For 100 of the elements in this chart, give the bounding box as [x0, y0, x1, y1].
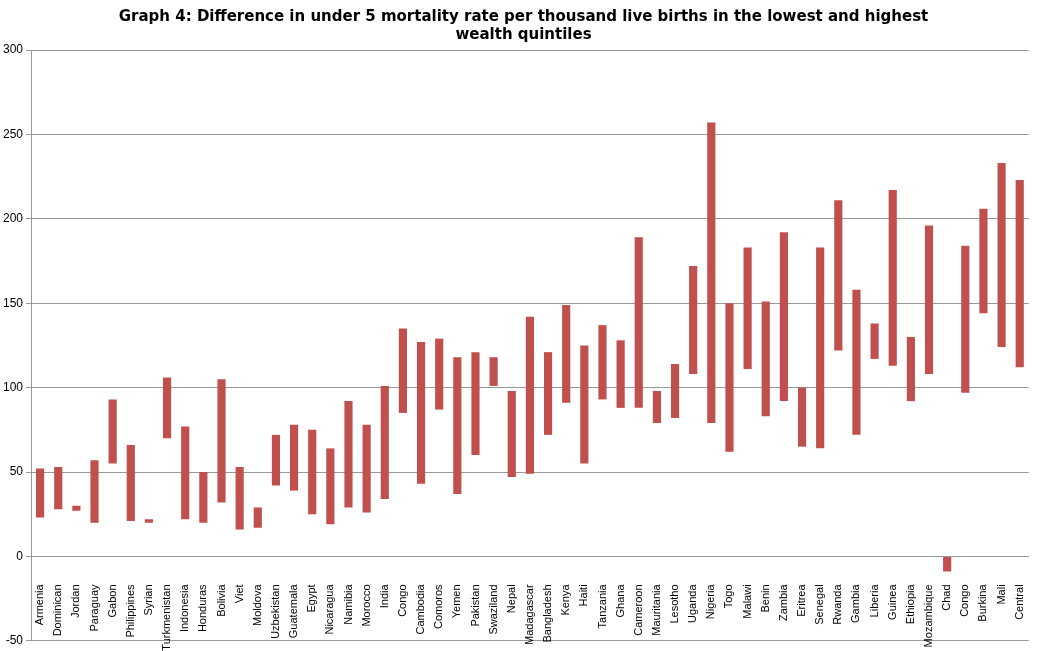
x-tick-label: Bangladesh — [541, 584, 554, 643]
x-tick-label: Mauritania — [649, 583, 662, 636]
x-tick-label: Bolivia — [214, 583, 227, 617]
x-tick-label: Moldova — [250, 583, 263, 626]
x-tick-label: Philippines — [123, 583, 136, 638]
x-tick-label: Mozambique — [922, 584, 935, 648]
x-tick-label: Armenia — [33, 583, 46, 626]
bar — [997, 163, 1006, 348]
chart-title: Graph 4: Difference in under 5 mortality rate per thousand live births in the lowest and highest wealth quintiles — [118, 6, 929, 43]
x-tick-label: Haiti — [577, 584, 590, 607]
x-tick-label: India — [377, 583, 390, 609]
bar — [72, 505, 81, 511]
y-tick-label: -50 — [5, 633, 24, 648]
bar — [36, 468, 45, 518]
bar — [54, 466, 63, 510]
bar — [90, 460, 99, 523]
bar — [906, 336, 915, 402]
bar — [398, 328, 407, 413]
bar — [707, 122, 716, 424]
x-tick-label: Morocco — [359, 584, 372, 627]
x-tick-label: Honduras — [196, 583, 209, 633]
y-tick-label: 300 — [2, 42, 24, 57]
bar — [308, 429, 317, 515]
x-tick-label: Congo — [395, 584, 408, 617]
x-tick-label: Malawi — [740, 584, 753, 619]
x-tick-label: Dominican — [51, 584, 64, 637]
y-tick-label: 0 — [16, 548, 24, 563]
x-tick-label: Benin — [758, 584, 771, 613]
bar — [598, 325, 607, 400]
x-tick-label: Guinea — [885, 583, 898, 620]
x-tick-label: Uganda — [686, 583, 699, 623]
bar — [580, 345, 589, 464]
x-tick-label: Zambia — [776, 583, 789, 622]
x-tick-label: Madagascar — [522, 584, 535, 645]
bar — [616, 340, 625, 408]
bar — [489, 357, 498, 386]
x-tick-label: Indonesia — [178, 583, 191, 633]
bar — [943, 556, 952, 572]
bar — [235, 466, 244, 530]
bar — [253, 507, 262, 528]
x-tick-label: Turkmenistan — [160, 584, 173, 651]
bar — [271, 434, 281, 486]
bar — [689, 266, 698, 375]
bar — [670, 363, 680, 418]
x-tick-label: Cambodia — [414, 583, 427, 635]
bar — [1015, 179, 1024, 368]
y-tick-label: 150 — [2, 295, 24, 310]
bar — [816, 247, 825, 449]
bar — [924, 225, 934, 375]
x-tick-label: Uzbekistan — [268, 584, 281, 639]
bar — [126, 444, 135, 521]
bar — [525, 316, 534, 474]
bar — [562, 304, 571, 403]
bar — [961, 245, 970, 393]
bar — [217, 379, 226, 503]
x-tick-label: Viet — [232, 584, 245, 604]
bar — [634, 237, 643, 408]
x-tick-label: Namibia — [341, 583, 354, 625]
x-tick-label: Chad — [940, 584, 953, 611]
x-tick-label: Jordan — [69, 584, 82, 619]
x-tick-label: Guatemala — [287, 583, 300, 639]
x-tick-label: Central — [1012, 584, 1025, 620]
x-tick-label: Comoros — [432, 583, 445, 630]
x-tick-label: Senegal — [813, 584, 826, 625]
bar — [797, 387, 807, 447]
bar — [108, 399, 117, 464]
bar — [344, 401, 353, 508]
bar — [870, 323, 879, 359]
bar — [435, 338, 444, 410]
bar — [979, 208, 988, 314]
y-tick-label: 200 — [2, 211, 24, 226]
bar — [144, 519, 154, 523]
x-tick-label: Pakistan — [468, 584, 481, 627]
x-tick-label: Liberia — [867, 583, 880, 618]
bar — [453, 357, 462, 494]
x-tick-label: Tanzania — [595, 583, 608, 629]
x-tick-label: Gabon — [105, 584, 118, 618]
bar — [416, 342, 426, 484]
x-tick-label: Egypt — [305, 584, 318, 613]
bar — [507, 390, 516, 478]
bar — [743, 247, 752, 370]
bar — [380, 385, 389, 500]
bar — [289, 424, 299, 491]
x-tick-label: Congo — [958, 584, 971, 617]
bar — [362, 424, 371, 513]
bar — [725, 303, 734, 452]
x-tick-label: Rwanda — [831, 583, 844, 625]
y-tick-label: 250 — [2, 126, 24, 141]
x-tick-label: Paraguay — [87, 583, 100, 632]
x-tick-label: Kenya — [559, 583, 572, 616]
x-tick-label: Nicaragua — [323, 583, 336, 635]
x-tick-label: Ethiopia — [903, 583, 916, 625]
bar — [834, 200, 843, 351]
x-tick-label: Nigeria — [704, 583, 717, 620]
x-tick-label: Burkina — [976, 583, 989, 622]
bar — [888, 190, 897, 366]
x-tick-label: Gambia — [849, 583, 862, 623]
bar — [779, 232, 788, 402]
x-tick-label: Lesotho — [668, 584, 681, 624]
y-tick-label: 100 — [2, 379, 24, 394]
